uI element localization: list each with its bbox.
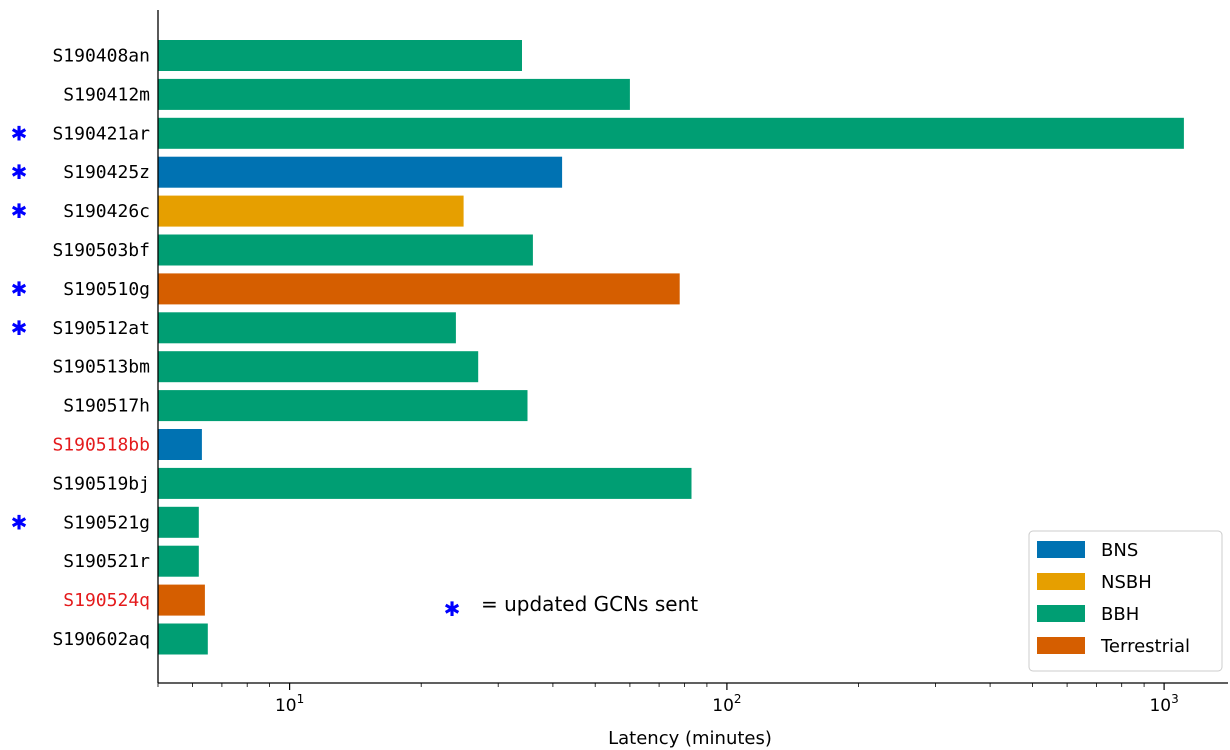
category-label: S190602aq (52, 629, 150, 650)
legend-frame (1028, 530, 1223, 672)
category-label: S190518bb (52, 435, 150, 456)
x-axis-label: Latency (minutes) (608, 728, 772, 749)
category-label: S190425z (63, 162, 150, 183)
bar-S190421ar (158, 117, 1184, 149)
bar-S190519bj (158, 467, 692, 499)
category-label: S190421ar (52, 123, 150, 144)
legend-swatch (1037, 605, 1085, 622)
bar-S190503bf (158, 234, 533, 266)
updated-marker-icon: ✱ (11, 121, 28, 145)
annotation: ✱ = updated GCNs sent (444, 592, 699, 621)
x-tick-label: 103 (1149, 692, 1178, 716)
category-label: S190513bm (52, 357, 150, 378)
annotation-marker-icon: ✱ (444, 597, 461, 621)
x-tick-label: 102 (712, 692, 741, 716)
updated-marker-icon: ✱ (11, 160, 28, 184)
category-label: S190512at (52, 318, 150, 339)
legend: BNS NSBH BBH Terrestrial (1028, 530, 1223, 672)
annotation-text: = updated GCNs sent (481, 592, 698, 616)
legend-entries: BNS NSBH BBH Terrestrial (1037, 540, 1190, 657)
bar-S190513bm (158, 351, 479, 383)
bar-S190408an (158, 40, 522, 71)
updated-marker-icon: ✱ (11, 199, 28, 223)
category-label: S190412m (63, 84, 150, 105)
bar-S190518bb (158, 429, 202, 460)
bar-S190510g (158, 273, 680, 305)
category-label: S190510g (63, 279, 150, 300)
legend-label: BNS (1101, 540, 1138, 561)
bar-S190425z (158, 156, 563, 188)
bar-S190521r (158, 545, 199, 577)
axes (157, 10, 1228, 684)
category-label: S190426c (63, 201, 150, 222)
category-label: S190519bj (52, 473, 150, 494)
bar-S190426c (158, 195, 464, 227)
category-labels: S190408an S190412m S190421ar S190425z S19042… (52, 46, 150, 651)
category-label: S190521g (63, 512, 150, 533)
updated-markers: ✱ ✱ ✱ ✱ ✱ ✱ (11, 121, 28, 534)
legend-swatch (1037, 573, 1085, 590)
bars-layer (158, 40, 1184, 655)
bar-S190602aq (158, 623, 208, 655)
legend-label: NSBH (1101, 572, 1152, 593)
bar-S190517h (158, 390, 528, 422)
bar-S190524q (158, 584, 205, 616)
updated-marker-icon: ✱ (11, 510, 28, 534)
legend-swatch (1037, 541, 1085, 558)
category-label: S190503bf (52, 240, 150, 261)
bar-S190512at (158, 312, 456, 344)
category-label: S190408an (52, 46, 150, 67)
updated-marker-icon: ✱ (11, 316, 28, 340)
updated-marker-icon: ✱ (11, 277, 28, 301)
category-label: S190517h (63, 396, 150, 417)
bar-S190521g (158, 506, 199, 538)
x-ticks: 101 102 103 (157, 683, 1179, 716)
bar-S190412m (158, 78, 630, 110)
category-label: S190524q (63, 590, 150, 611)
legend-swatch (1037, 637, 1085, 654)
category-label: S190521r (63, 551, 150, 572)
legend-label: BBH (1101, 604, 1139, 625)
x-tick-label: 101 (275, 692, 304, 716)
legend-label: Terrestrial (1100, 636, 1190, 657)
